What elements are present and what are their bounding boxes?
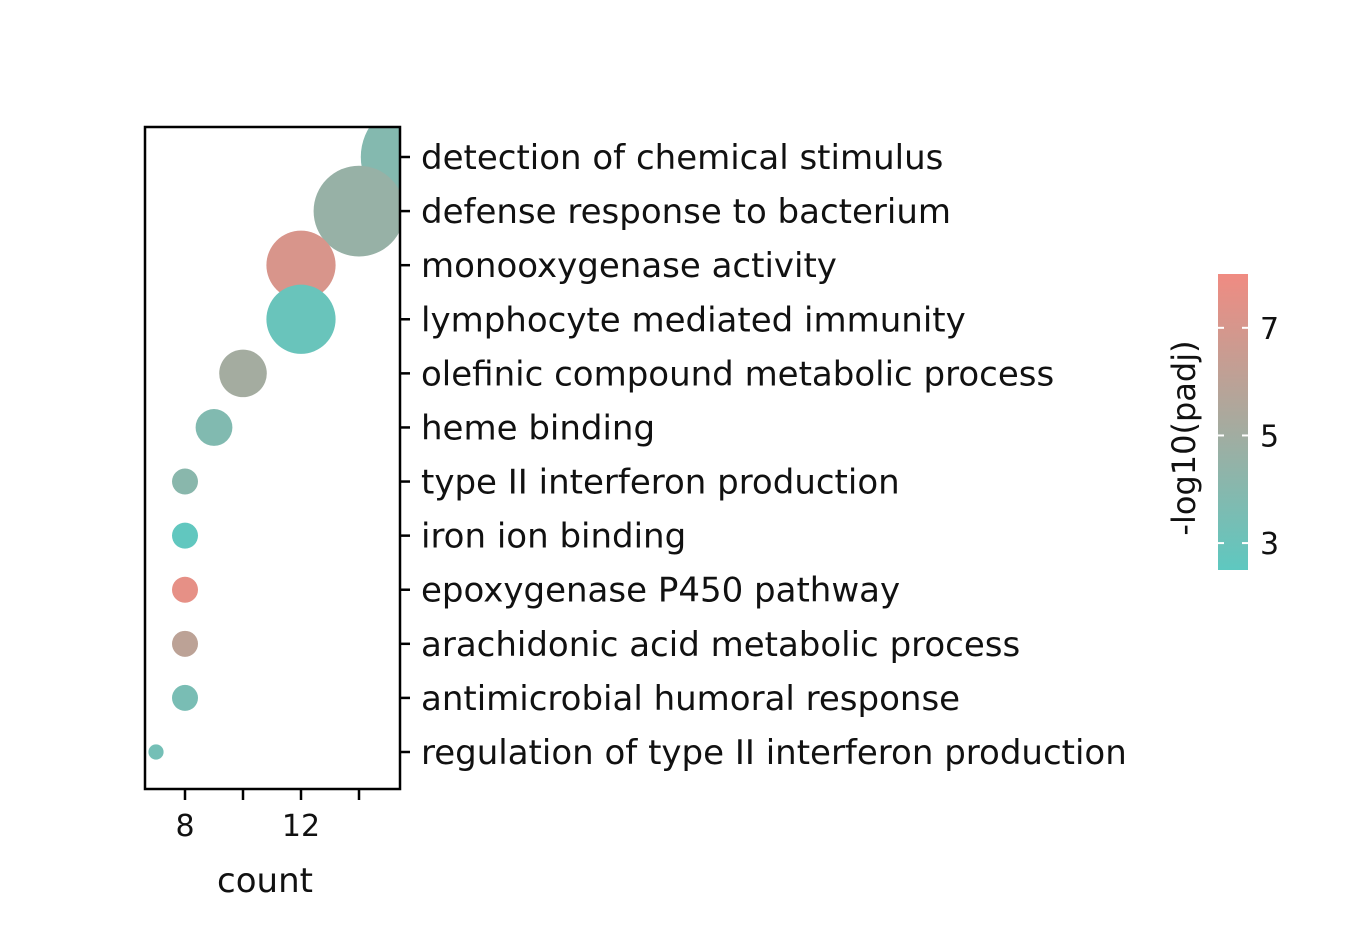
category-label: olefinic compound metabolic process <box>421 354 1054 394</box>
category-label: type II interferon production <box>421 463 900 503</box>
data-point <box>195 409 233 446</box>
category-label: monooxygenase activity <box>421 246 837 286</box>
category-label: iron ion binding <box>421 517 686 557</box>
category-label: antimicrobial humoral response <box>421 679 960 719</box>
category-label: regulation of type II interferon product… <box>421 733 1127 773</box>
data-point <box>172 576 198 603</box>
data-point <box>172 630 198 657</box>
data-points <box>148 127 400 760</box>
colorbar-gradient <box>1218 274 1248 570</box>
data-point <box>266 230 336 300</box>
colorbar: 3 5 7 -log10(padj) <box>1165 274 1279 570</box>
data-point <box>172 522 198 549</box>
data-point <box>172 468 198 495</box>
category-label: lymphocyte mediated immunity <box>421 300 966 340</box>
data-point <box>313 165 400 257</box>
x-axis: 8 12 <box>175 789 361 844</box>
x-tick-label: 8 <box>175 809 194 844</box>
data-point <box>266 284 336 354</box>
data-point <box>148 744 164 760</box>
category-label: detection of chemical stimulus <box>421 138 943 178</box>
colorbar-tick-label: 7 <box>1260 312 1279 347</box>
category-label: epoxygenase P450 pathway <box>421 571 900 611</box>
colorbar-ticks: 3 5 7 <box>1218 312 1279 562</box>
category-label: heme binding <box>421 408 655 448</box>
category-label: arachidonic acid metabolic process <box>421 625 1020 665</box>
category-label: defense response to bacterium <box>421 192 951 232</box>
colorbar-tick-label: 5 <box>1260 419 1279 454</box>
x-axis-title: count <box>217 861 313 901</box>
colorbar-tick-label: 3 <box>1260 527 1279 562</box>
data-point <box>172 684 198 711</box>
colorbar-title: -log10(padj) <box>1165 340 1203 535</box>
category-axis: detection of chemical stimulus defense re… <box>400 138 1127 773</box>
plot-frame <box>143 125 402 791</box>
x-tick-label: 12 <box>282 809 320 844</box>
data-point <box>219 349 267 398</box>
